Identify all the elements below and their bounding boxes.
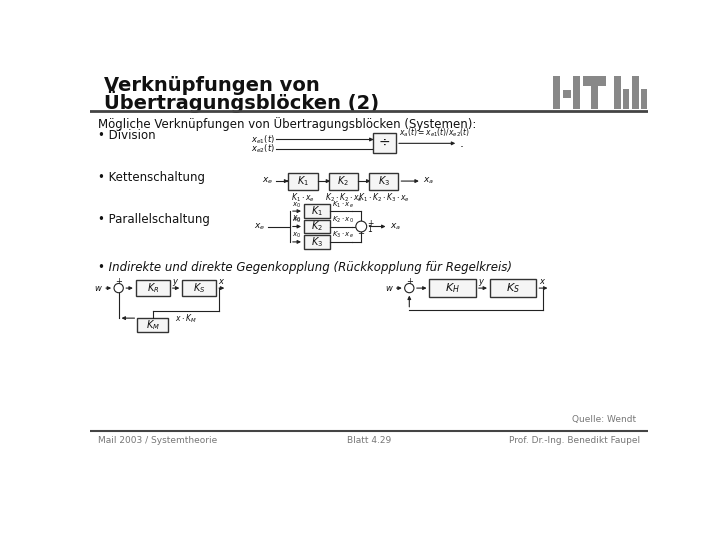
Bar: [369, 173, 398, 190]
Bar: [304, 220, 330, 233]
Text: −: −: [357, 229, 364, 238]
Bar: [136, 280, 170, 296]
Text: $x_0$: $x_0$: [292, 216, 301, 225]
Text: $x_a(t)=x_{e1}(t)/x_{e2}(t)$: $x_a(t)=x_{e1}(t)/x_{e2}(t)$: [399, 127, 470, 139]
Text: y: y: [172, 277, 177, 286]
Text: 1: 1: [367, 225, 372, 234]
Text: $K_1$: $K_1$: [311, 204, 323, 218]
Bar: [373, 133, 396, 153]
Text: $x_a$: $x_a$: [423, 176, 434, 186]
Bar: [573, 76, 580, 109]
Bar: [590, 76, 598, 109]
Text: • Parallelschaltung: • Parallelschaltung: [98, 213, 210, 226]
Text: $x_0$: $x_0$: [292, 231, 301, 240]
Bar: [641, 89, 647, 109]
Bar: [583, 76, 606, 85]
Circle shape: [405, 284, 414, 293]
Text: Mail 2003 / Systemtheorie: Mail 2003 / Systemtheorie: [98, 436, 217, 445]
Text: $K_1$: $K_1$: [297, 174, 309, 188]
Text: Blatt 4.29: Blatt 4.29: [347, 436, 391, 445]
Text: $K_2 \cdot x_0$: $K_2 \cdot x_0$: [332, 215, 354, 225]
Text: $K_1 \cdot K_2 \cdot K_3 \cdot x_e$: $K_1 \cdot K_2 \cdot K_3 \cdot x_e$: [358, 192, 410, 204]
Text: +: +: [116, 277, 122, 286]
Text: Übertragungsblöcken (2): Übertragungsblöcken (2): [104, 91, 379, 113]
Text: • Indirekte und direkte Gegenkopplung (Rückkopplung für Regelkreis): • Indirekte und direkte Gegenkopplung (R…: [98, 261, 512, 274]
Text: +: +: [367, 219, 374, 228]
Bar: [614, 76, 621, 109]
Text: $x_0$: $x_0$: [292, 200, 301, 210]
Bar: [138, 318, 168, 332]
Bar: [624, 89, 629, 109]
Text: $K_H$: $K_H$: [445, 281, 460, 295]
Text: $K_1 \cdot x_e$: $K_1 \cdot x_e$: [292, 192, 315, 204]
Text: $x_{e2}(t)$: $x_{e2}(t)$: [251, 143, 274, 155]
Bar: [304, 235, 330, 249]
Text: w: w: [95, 284, 102, 293]
Text: Quelle: Wendt: Quelle: Wendt: [572, 415, 636, 424]
Text: Mögliche Verknüpfungen von Übertragungsblöcken (Systemen):: Mögliche Verknüpfungen von Übertragungsb…: [98, 117, 476, 131]
Bar: [563, 90, 570, 98]
Bar: [429, 279, 476, 298]
Text: x: x: [219, 277, 224, 286]
Text: • Division: • Division: [98, 130, 156, 143]
Text: $K_S$: $K_S$: [506, 281, 520, 295]
Text: $x_e$: $x_e$: [254, 221, 265, 232]
Bar: [631, 76, 639, 109]
Text: • Kettenschaltung: • Kettenschaltung: [98, 171, 204, 184]
Text: $x_a$: $x_a$: [390, 221, 401, 232]
Text: $x_{e1}(t)$: $x_{e1}(t)$: [251, 133, 274, 146]
Text: $K_1 \cdot x_e$: $K_1 \cdot x_e$: [332, 199, 354, 210]
Text: −: −: [406, 283, 413, 292]
Text: +: +: [357, 221, 365, 232]
Text: $K_2$: $K_2$: [311, 220, 323, 233]
Bar: [554, 76, 560, 109]
Text: ÷: ÷: [379, 136, 390, 150]
Text: .: .: [459, 137, 464, 150]
Text: $K_M$: $K_M$: [145, 318, 160, 332]
Text: x: x: [539, 277, 544, 286]
Text: $K_2 \cdot K_2 \cdot x_e$: $K_2 \cdot K_2 \cdot x_e$: [325, 192, 362, 204]
Circle shape: [356, 221, 366, 232]
Text: $x_e$: $x_e$: [261, 176, 273, 186]
Text: −: −: [116, 283, 122, 292]
Text: $K_3 \cdot x_e$: $K_3 \cdot x_e$: [332, 230, 354, 240]
Bar: [329, 173, 358, 190]
Bar: [304, 204, 330, 218]
Circle shape: [114, 284, 123, 293]
Text: w: w: [385, 284, 392, 293]
Bar: [289, 173, 318, 190]
Bar: [182, 280, 216, 296]
Text: $x \cdot K_M$: $x \cdot K_M$: [175, 313, 197, 325]
Text: $K_2$: $K_2$: [338, 174, 349, 188]
Text: Prof. Dr.-Ing. Benedikt Faupel: Prof. Dr.-Ing. Benedikt Faupel: [509, 436, 640, 445]
Text: $K_3$: $K_3$: [311, 235, 323, 249]
Text: $K_S$: $K_S$: [193, 281, 205, 295]
Text: y: y: [478, 277, 483, 286]
Bar: [490, 279, 536, 298]
Text: +: +: [406, 277, 413, 286]
Text: $x_0$: $x_0$: [292, 214, 302, 224]
Text: Verknüpfungen von: Verknüpfungen von: [104, 76, 320, 96]
Text: $K_R$: $K_R$: [147, 281, 159, 295]
Text: $K_3$: $K_3$: [378, 174, 390, 188]
